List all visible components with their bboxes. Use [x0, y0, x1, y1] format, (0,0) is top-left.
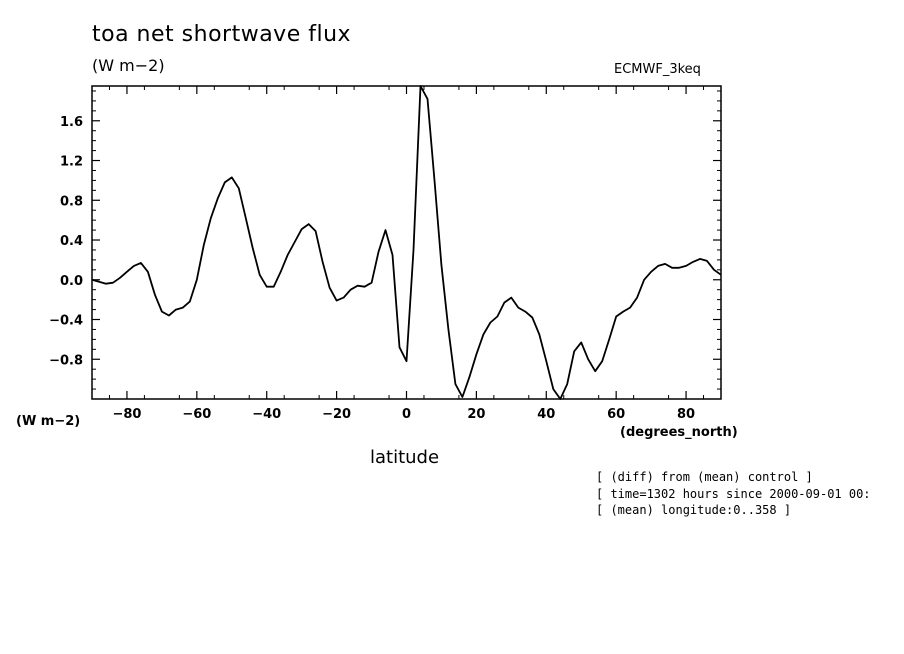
y-tick-labels: −0.8 −0.4 0.0 0.4 0.8 1.2 1.6: [49, 115, 83, 368]
x-tick-label: 20: [467, 407, 485, 422]
y-tick-label: −0.8: [49, 353, 83, 368]
info-line-longitude: [ (mean) longitude:0..358 ]: [596, 503, 792, 517]
x-tick-label: 80: [677, 407, 695, 422]
x-tick-label: 60: [607, 407, 625, 422]
axis-ticks: [92, 86, 721, 399]
x-axis-label: latitude: [370, 447, 440, 468]
x-tick-label: −20: [322, 407, 351, 422]
series-line: [91, 85, 722, 400]
x-tick-label: 40: [537, 407, 555, 422]
dataset-label: ECMWF_3keq: [614, 62, 701, 77]
y-tick-label: 0.8: [60, 194, 83, 209]
info-line-time: [ time=1302 hours since 2000-09-01 00:: [596, 487, 871, 501]
x-tick-labels: −80 −60 −40 −20 0 20 40 60 80: [112, 407, 695, 422]
info-line-diff: [ (diff) from (mean) control ]: [596, 470, 813, 484]
x-units-label: (degrees_north): [620, 425, 738, 440]
chart-units: (W m−2): [92, 56, 165, 75]
x-tick-label: 0: [402, 407, 411, 422]
y-tick-label: 0.0: [60, 274, 83, 289]
x-tick-label: −60: [182, 407, 211, 422]
y-tick-label: 0.4: [60, 234, 83, 249]
y-tick-label: 1.6: [60, 115, 83, 130]
chart-title: toa net shortwave flux: [92, 22, 352, 47]
y-tick-label: −0.4: [49, 314, 83, 329]
x-tick-label: −40: [252, 407, 281, 422]
y-units-label: (W m−2): [16, 414, 81, 429]
x-tick-label: −80: [112, 407, 141, 422]
y-tick-label: 1.2: [60, 155, 83, 170]
series-group: [91, 85, 722, 400]
